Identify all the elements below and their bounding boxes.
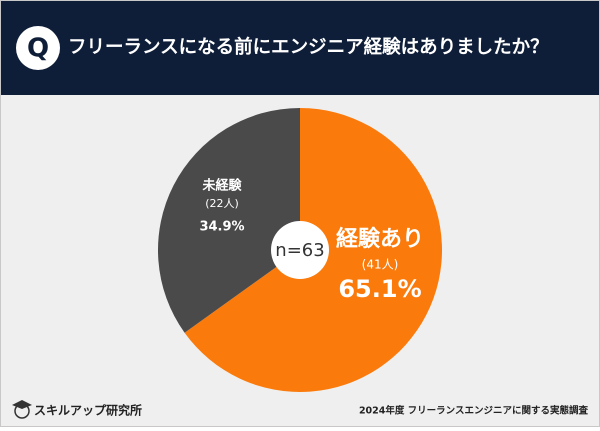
source: 2024年度 フリーランスエンジニアに関する実態調査 (359, 405, 589, 417)
brand: スキルアップ研究所 (34, 403, 142, 418)
slice-value: 34.9% (199, 220, 244, 235)
badge: Q (27, 34, 49, 64)
center-hole (271, 221, 329, 279)
slice-count: (41人) (362, 258, 399, 272)
pie-slice (158, 108, 300, 333)
slice-category: 未経験 (201, 178, 242, 194)
slice-value: 65.1% (338, 275, 421, 303)
slice-count: (22人) (205, 197, 239, 210)
badge-circle (16, 26, 60, 70)
header-bar (1, 1, 599, 95)
chart-title: フリーランスになる前にエンジニア経験はありましたか？ (68, 36, 549, 58)
logo-icon (12, 400, 32, 419)
slice-category: 経験あり (336, 226, 424, 252)
center-label: n=63 (275, 240, 324, 261)
